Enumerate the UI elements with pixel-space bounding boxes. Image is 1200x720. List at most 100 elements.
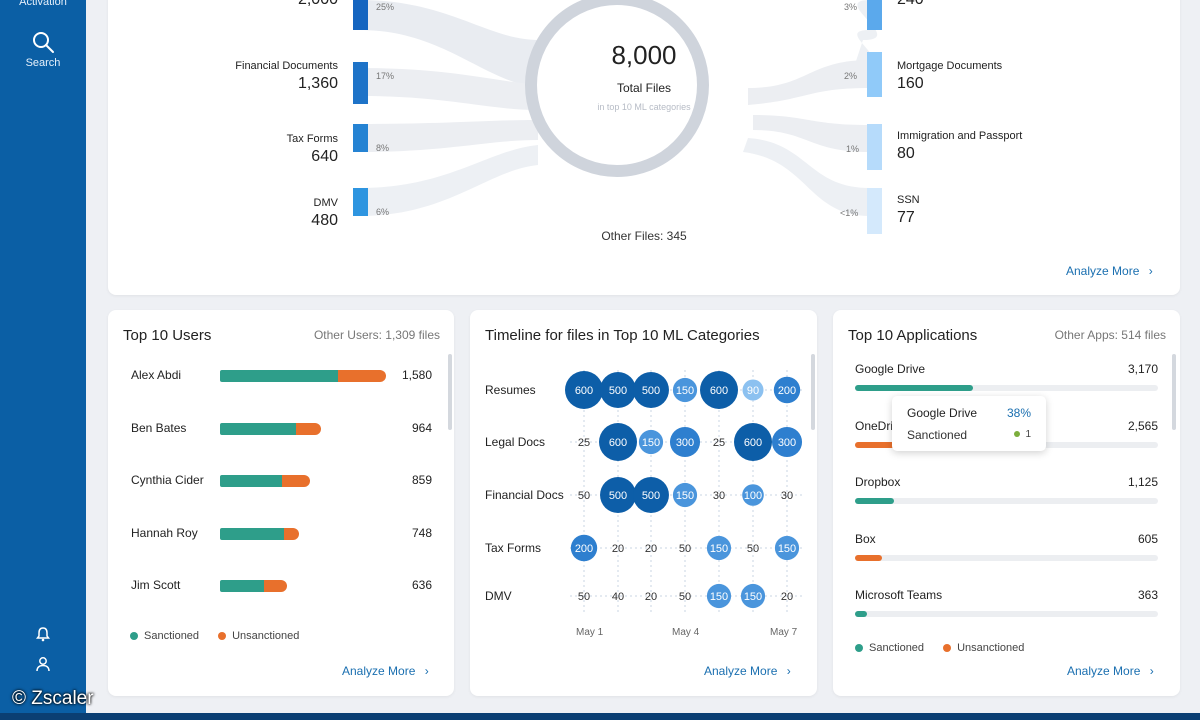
list-item[interactable]: Google Drive 3,170 (855, 362, 1158, 398)
other-files-label: Other Files: 345 (601, 229, 687, 243)
x-axis-label: May 1 (576, 627, 604, 638)
timeline-bubble-label: 500 (609, 385, 627, 397)
table-row[interactable]: Hannah Roy 748 (108, 524, 454, 544)
right-category-pct: 2% (844, 71, 858, 81)
sanctioned-segment (220, 475, 283, 487)
left-category-2[interactable]: Tax Forms 640 (208, 133, 338, 166)
timeline-bubble[interactable] (672, 482, 698, 508)
timeline-bubble-label: 300 (676, 437, 694, 449)
timeline-bubble[interactable] (706, 535, 732, 561)
user-count: 859 (411, 473, 432, 487)
timeline-bubble[interactable] (700, 371, 738, 409)
total-files-count: 8,000 (611, 40, 677, 70)
table-row[interactable]: Ben Bates 964 (108, 419, 454, 439)
app-count: 3,170 (1127, 362, 1158, 376)
left-category-3[interactable]: DMV 480 (208, 197, 338, 230)
timeline-bubble-label: 50 (679, 543, 691, 555)
notifications-button[interactable] (0, 626, 86, 645)
timeline-bubble[interactable] (570, 534, 598, 562)
timeline-bubble[interactable] (600, 372, 636, 408)
timeline-bubble-label: 20 (645, 543, 657, 555)
timeline-bubble-label: 500 (609, 490, 627, 502)
left-category-name: DMV (313, 197, 338, 209)
timeline-bubble[interactable] (706, 583, 732, 609)
user-profile-button[interactable] (0, 656, 86, 675)
left-bar-0 (353, 0, 368, 30)
users-legend: Sanctioned Unsanctioned (130, 630, 315, 642)
app-count: 2,565 (1127, 418, 1158, 433)
table-row[interactable]: Alex Abdi 1,580 (108, 366, 454, 386)
flow-ribbon (360, 68, 538, 110)
total-files-label: Total Files (616, 81, 672, 95)
list-item[interactable]: Dropbox 1,125 (855, 475, 1158, 511)
left-category-pct: 6% (376, 207, 390, 217)
timeline-bubble[interactable] (742, 379, 764, 401)
tooltip-app-name: Google Drive (907, 406, 978, 420)
left-category-1[interactable]: Financial Documents 1,360 (208, 60, 338, 93)
timeline-bubble-label: 600 (575, 385, 593, 397)
scrollbar[interactable] (448, 354, 452, 430)
right-category-pct: 1% (846, 144, 860, 154)
right-category-3[interactable]: SSN 77 (897, 194, 1067, 227)
timeline-bubble[interactable] (633, 477, 669, 513)
right-category-0[interactable]: 240 (897, 0, 1067, 9)
left-category-0[interactable]: 2,000 (208, 0, 338, 9)
right-category-count: 80 (897, 145, 915, 162)
analyze-more-link[interactable]: Analyze More › (1067, 664, 1154, 678)
timeline-bubble-label: 150 (710, 591, 728, 603)
table-row[interactable]: Jim Scott 636 (108, 576, 454, 596)
scrollbar[interactable] (811, 354, 815, 430)
timeline-bubble[interactable] (774, 535, 800, 561)
app-bar-track (855, 385, 1158, 391)
timeline-bubble[interactable] (672, 377, 698, 403)
timeline-bubble[interactable] (742, 484, 764, 506)
app-name: Box (855, 531, 876, 546)
timeline-bubble[interactable] (599, 423, 637, 461)
timeline-bubble[interactable] (740, 583, 766, 609)
card-title: Top 10 Applications (848, 327, 978, 344)
bell-icon (36, 627, 50, 642)
timeline-bubble[interactable] (565, 371, 603, 409)
unsanctioned-segment (284, 527, 299, 540)
timeline-bubble[interactable] (773, 376, 801, 404)
timeline-bubble[interactable] (638, 429, 664, 455)
top-applications-card: Top 10 Applications Other Apps: 514 file… (833, 310, 1180, 696)
user-name: Jim Scott (131, 578, 181, 592)
sidebar-item-activation[interactable]: Activation (19, 0, 67, 8)
status-dot (1014, 431, 1021, 437)
user-name: Ben Bates (131, 420, 187, 435)
timeline-bubble-label: 200 (575, 543, 593, 555)
flow-ribbon (748, 60, 870, 105)
left-category-pct: 25% (376, 2, 395, 12)
sanctioned-segment (220, 580, 265, 592)
analyze-more-label: Analyze More (1067, 664, 1141, 678)
app-bar-fill (855, 385, 974, 391)
app-bar-track (855, 554, 1158, 561)
timeline-bubble[interactable] (734, 423, 772, 461)
timeline-bubble[interactable] (771, 426, 803, 458)
right-bar-3 (867, 188, 882, 234)
total-ring (525, 0, 709, 177)
left-category-count: 2,000 (208, 0, 338, 9)
timeline-bubble-label: 300 (778, 437, 796, 449)
analyze-more-link[interactable]: Analyze More › (342, 664, 429, 678)
left-bar-3 (353, 188, 368, 216)
chevron-right-icon: › (786, 664, 791, 678)
scrollbar[interactable] (1172, 354, 1176, 430)
list-item[interactable]: Microsoft Teams 363 (855, 588, 1158, 624)
analyze-more-link[interactable]: Analyze More › (704, 664, 791, 678)
timeline-bubble-label: 150 (710, 543, 728, 555)
timeline-bubble[interactable] (633, 372, 669, 408)
timeline-bubble[interactable] (669, 426, 701, 458)
list-item[interactable]: Box 605 (855, 532, 1158, 568)
timeline-bubble-label: 150 (778, 543, 796, 555)
timeline-bubble-label: 20 (645, 591, 657, 603)
sidebar-item-search[interactable]: Search (0, 30, 86, 69)
right-category-1[interactable]: Mortgage Documents 160 (897, 60, 1067, 93)
timeline-bubble[interactable] (600, 477, 636, 513)
table-row[interactable]: Cynthia Cider 859 (108, 471, 454, 491)
right-category-2[interactable]: Immigration and Passport 80 (897, 130, 1067, 163)
analyze-more-link[interactable]: Analyze More › (1066, 264, 1153, 278)
right-category-count: 160 (897, 75, 924, 92)
legend-sanctioned: Sanctioned (144, 630, 200, 642)
